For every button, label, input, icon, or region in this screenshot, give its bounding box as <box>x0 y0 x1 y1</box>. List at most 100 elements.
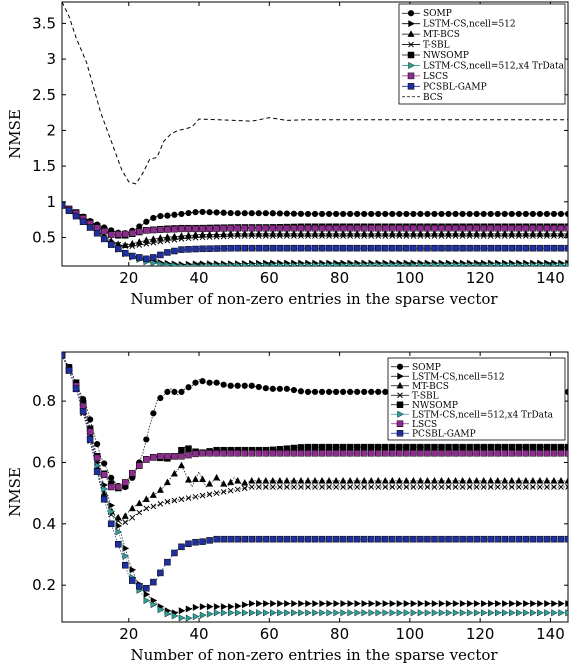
bottom-point-pcsbl-gamp <box>536 535 544 543</box>
top-point-pcsbl-gamp <box>79 218 87 226</box>
top-legend-item-pcsbl-gamp: PCSBL-GAMP <box>402 82 487 92</box>
bottom-point-t-sbl <box>157 501 164 507</box>
bottom-chart-panel: Number of non-zero entries in the sparse… <box>6 351 569 664</box>
bottom-point-t-sbl <box>150 503 157 510</box>
bottom-point-pcsbl-gamp <box>466 535 473 543</box>
bottom-legend-item-lscs: LSCS <box>391 420 437 430</box>
top-point-lstm-cs-ncell-512-x4-trdata <box>452 261 460 266</box>
top-point-lscs <box>93 224 101 232</box>
top-point-t-sbl <box>206 234 213 240</box>
top-point-somp <box>318 210 326 218</box>
bottom-point-t-sbl <box>354 484 361 490</box>
bottom-point-lstm-cs-ncell-512-x4-trdata <box>185 614 193 622</box>
bottom-point-lstm-cs-ncell-512 <box>389 600 397 608</box>
top-point-pcsbl-gamp <box>536 244 544 252</box>
top-x-tick-label: 60 <box>260 269 279 287</box>
top-point-lstm-cs-ncell-512-x4-trdata <box>333 261 341 266</box>
top-point-pcsbl-gamp <box>164 249 171 256</box>
top-point-lstm-cs-ncell-512-x4-trdata <box>480 261 488 266</box>
bottom-point-mt-bcs <box>199 475 207 483</box>
top-point-pcsbl-gamp <box>431 244 438 252</box>
bottom-x-tick-label: 20 <box>119 625 138 643</box>
top-point-t-sbl <box>305 233 311 239</box>
top-point-pcsbl-gamp <box>550 244 558 252</box>
bottom-point-lscs <box>480 450 487 457</box>
bottom-point-pcsbl-gamp <box>325 535 333 543</box>
bottom-point-nwsomp <box>487 443 494 451</box>
bottom-point-lstm-cs-ncell-512 <box>129 566 137 574</box>
top-x-tick-label: 120 <box>466 269 495 287</box>
top-point-pcsbl-gamp <box>178 246 185 253</box>
bottom-point-pcsbl-gamp <box>515 535 523 543</box>
bottom-point-lstm-cs-ncell-512-x4-trdata <box>122 552 130 560</box>
bottom-point-lscs <box>543 450 551 457</box>
top-legend-label-pcsbl-gamp: PCSBL-GAMP <box>423 82 487 92</box>
top-point-t-sbl <box>171 236 178 243</box>
top-series-pcsbl-gamp <box>62 202 568 263</box>
top-point-lscs <box>353 224 361 232</box>
bottom-point-pcsbl-gamp <box>353 535 361 543</box>
top-point-lstm-cs-ncell-512-x4-trdata <box>495 261 502 266</box>
bottom-point-mt-bcs <box>452 476 460 484</box>
bottom-point-mt-bcs <box>487 476 495 484</box>
top-point-lstm-cs-ncell-512-x4-trdata <box>417 261 425 266</box>
top-point-t-sbl <box>565 233 568 239</box>
bottom-y-tick-label: 0.2 <box>32 576 56 594</box>
top-legend-marker-t-sbl <box>408 41 414 48</box>
bottom-point-pcsbl-gamp <box>213 535 220 543</box>
bottom-point-lscs <box>248 450 255 457</box>
top-point-somp <box>164 212 171 219</box>
bottom-point-pcsbl-gamp <box>501 535 508 543</box>
bottom-point-lstm-cs-ncell-512 <box>291 600 298 608</box>
top-x-tick-label: 20 <box>119 269 138 287</box>
bottom-point-lstm-cs-ncell-512 <box>466 600 474 608</box>
bottom-point-lstm-cs-ncell-512-x4-trdata <box>424 609 432 617</box>
top-point-pcsbl-gamp <box>171 247 178 255</box>
bottom-point-lstm-cs-ncell-512 <box>256 600 263 608</box>
bottom-point-somp <box>276 385 283 392</box>
top-point-somp <box>424 210 431 218</box>
top-point-somp <box>185 209 192 217</box>
bottom-point-lstm-cs-ncell-512-x4-trdata <box>368 609 376 617</box>
bottom-point-lstm-cs-ncell-512 <box>403 600 411 608</box>
bottom-point-lscs <box>325 450 333 457</box>
top-point-t-sbl <box>508 233 515 239</box>
bottom-point-nwsomp <box>353 443 361 451</box>
top-point-t-sbl <box>269 233 276 239</box>
bottom-series-pcsbl-gamp <box>62 352 568 592</box>
top-point-t-sbl <box>150 239 157 246</box>
bottom-point-lstm-cs-ncell-512-x4-trdata <box>305 609 312 617</box>
bottom-point-pcsbl-gamp <box>564 535 568 543</box>
bottom-point-t-sbl <box>185 495 192 501</box>
bottom-point-somp <box>361 388 368 395</box>
bottom-point-lstm-cs-ncell-512-x4-trdata <box>227 609 235 617</box>
top-point-pcsbl-gamp <box>283 244 291 252</box>
top-legend-label-lscs: LSCS <box>423 72 448 82</box>
bottom-point-t-sbl <box>255 484 262 490</box>
bottom-point-lscs <box>473 450 480 457</box>
bottom-point-lstm-cs-ncell-512 <box>417 600 425 608</box>
bottom-point-mt-bcs <box>135 499 143 507</box>
top-point-pcsbl-gamp <box>227 244 234 252</box>
bottom-point-lstm-cs-ncell-512 <box>558 600 565 608</box>
top-point-lscs <box>487 224 494 232</box>
top-point-pcsbl-gamp <box>129 252 136 260</box>
bottom-point-lscs <box>501 450 508 457</box>
bottom-point-nwsomp <box>318 443 326 451</box>
bottom-point-lscs <box>150 454 157 461</box>
bottom-point-somp <box>325 388 333 395</box>
bottom-y-tick-label: 0.6 <box>32 453 56 471</box>
top-point-t-sbl <box>459 233 466 239</box>
top-x-tick-label: 100 <box>396 269 425 287</box>
bottom-point-lstm-cs-ncell-512-x4-trdata <box>417 609 425 617</box>
bottom-point-lscs <box>522 450 530 457</box>
bottom-point-pcsbl-gamp <box>241 535 248 543</box>
bottom-point-t-sbl <box>115 517 122 524</box>
bottom-point-nwsomp <box>557 443 565 451</box>
top-point-t-sbl <box>136 242 143 248</box>
top-point-lstm-cs-ncell-512-x4-trdata <box>445 261 453 266</box>
bottom-point-pcsbl-gamp <box>157 569 164 577</box>
bottom-point-lstm-cs-ncell-512-x4-trdata <box>523 609 530 617</box>
bottom-point-lstm-cs-ncell-512 <box>375 600 383 608</box>
bottom-point-pcsbl-gamp <box>269 535 277 543</box>
